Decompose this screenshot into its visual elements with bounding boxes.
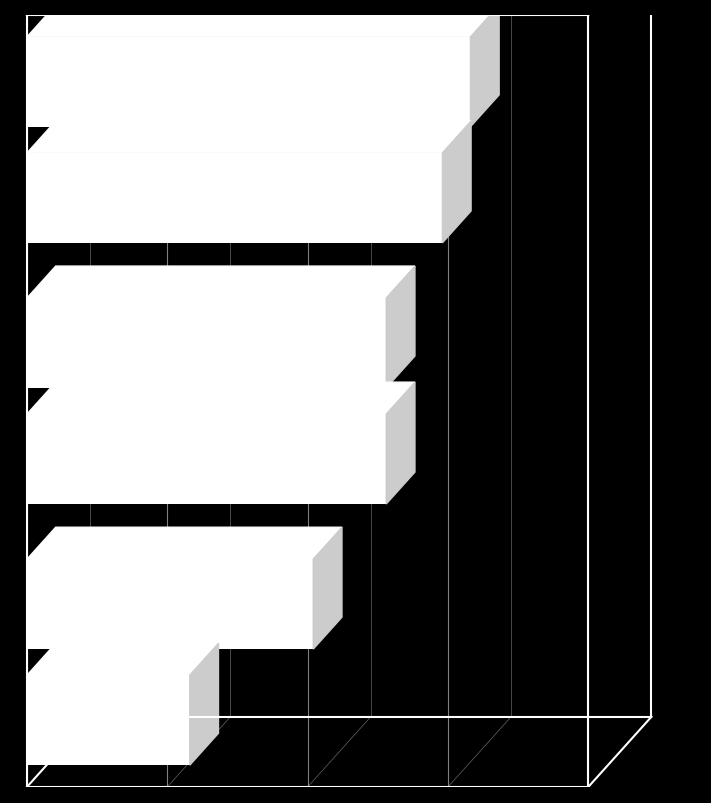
Bar (27, 299, 386, 389)
Polygon shape (27, 383, 415, 414)
Bar (27, 38, 471, 128)
Polygon shape (386, 383, 415, 504)
Polygon shape (27, 267, 415, 299)
Polygon shape (471, 6, 499, 128)
Polygon shape (442, 122, 471, 243)
Bar (27, 414, 386, 504)
Polygon shape (27, 122, 471, 153)
Bar (27, 560, 314, 650)
Bar (27, 153, 442, 243)
Polygon shape (27, 6, 499, 38)
Bar (27, 675, 190, 765)
Polygon shape (386, 267, 415, 389)
Polygon shape (27, 643, 218, 675)
Polygon shape (314, 528, 342, 650)
Polygon shape (190, 643, 218, 765)
Polygon shape (27, 528, 342, 560)
